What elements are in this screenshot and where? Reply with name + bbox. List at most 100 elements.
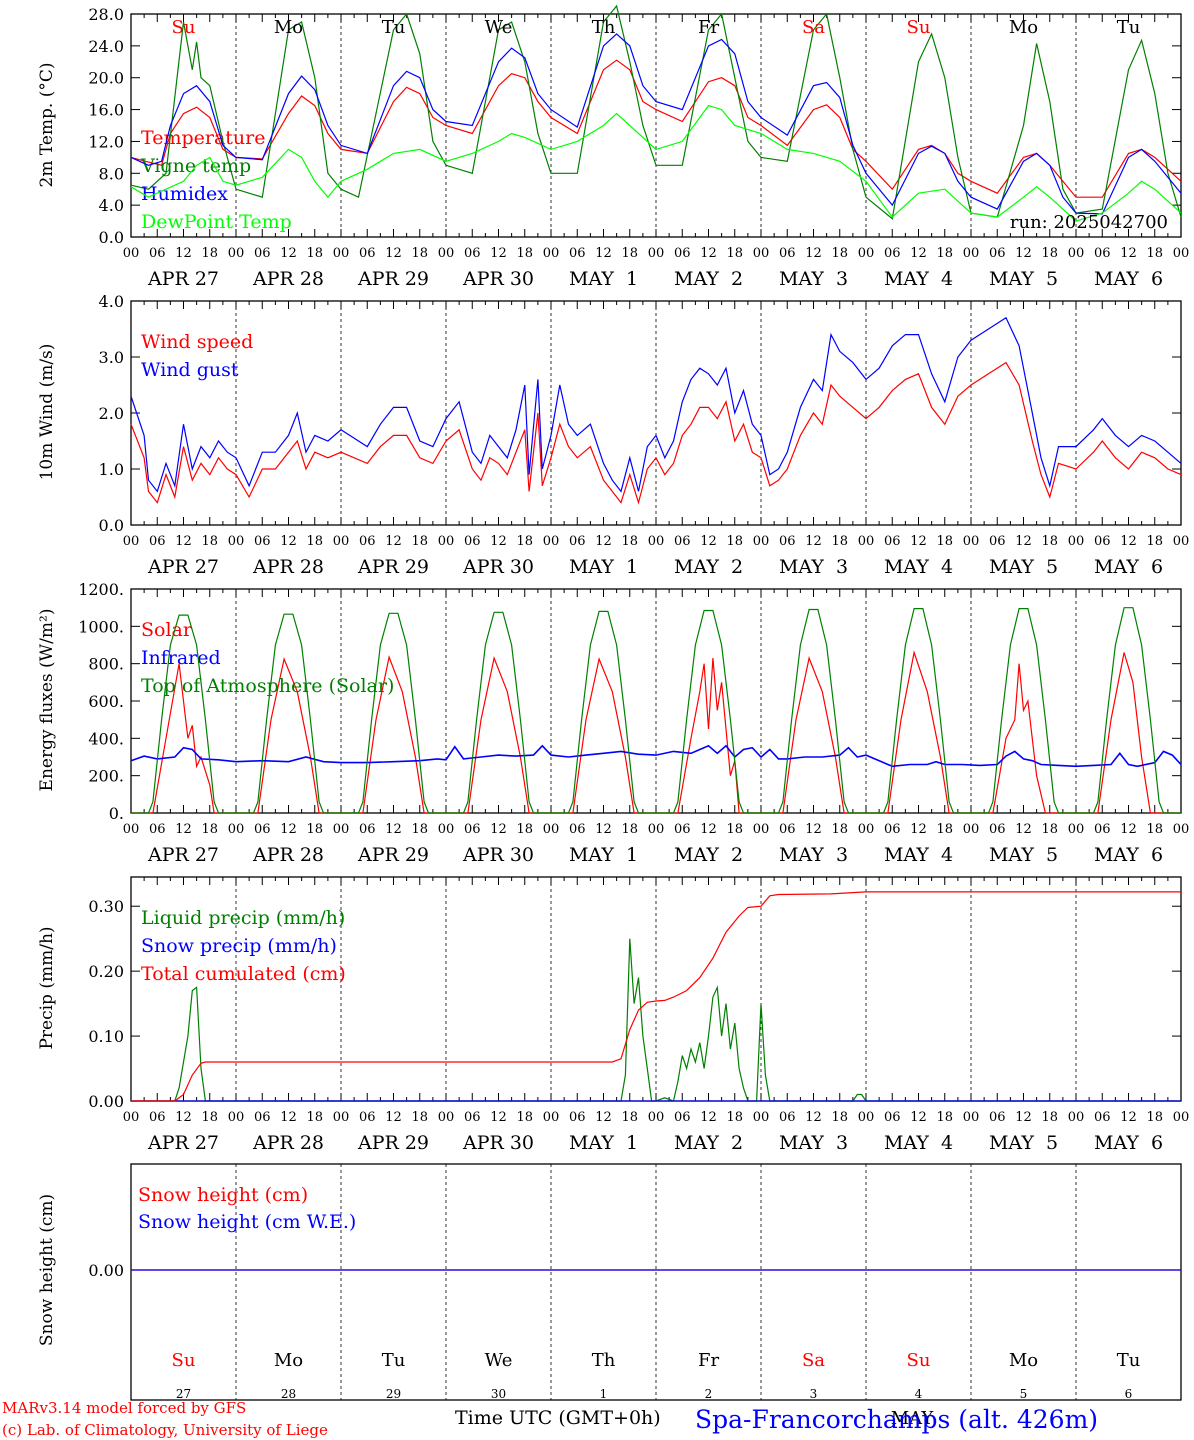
hour-tick-label: 00: [438, 534, 455, 549]
hour-tick-label: 18: [1041, 1110, 1058, 1125]
hour-tick-label: 00: [753, 246, 770, 261]
y-tick-label: 28.0: [88, 5, 124, 24]
hour-tick-label: 00: [543, 246, 560, 261]
y-tick-label: 1.0: [99, 460, 124, 479]
hour-tick-label: 12: [385, 822, 402, 837]
hour-tick-label: 00: [543, 822, 560, 837]
date-label: MAY 2: [674, 844, 743, 866]
y-tick-label: 0.0: [99, 228, 124, 247]
hour-tick-label: 06: [989, 246, 1006, 261]
hour-tick-label: 12: [1120, 1110, 1137, 1125]
station-title: Spa-Francorchamps (alt. 426m): [695, 1405, 1098, 1434]
y-tick-label: 12.0: [88, 132, 124, 151]
day-number-label: 28: [281, 1387, 296, 1401]
hour-tick-label: 18: [726, 822, 743, 837]
hour-tick-label: 06: [674, 1110, 691, 1125]
hour-tick-label: 12: [805, 246, 822, 261]
hour-tick-label: 00: [1173, 246, 1190, 261]
y-tick-label: 2.0: [99, 404, 124, 423]
weekday-label: Mo: [1009, 1350, 1038, 1371]
weekday-label: We: [485, 1350, 513, 1371]
date-label: MAY 6: [1094, 1132, 1163, 1154]
hour-tick-label: 18: [831, 1110, 848, 1125]
hour-tick-label: 06: [569, 1110, 586, 1125]
hour-tick-label: 06: [674, 534, 691, 549]
date-label: APR 30: [462, 268, 534, 290]
hour-tick-label: 00: [123, 246, 140, 261]
hour-tick-label: 12: [1120, 534, 1137, 549]
hour-tick-label: 12: [1015, 1110, 1032, 1125]
lab-credit: (c) Lab. of Climatology, University of L…: [2, 1421, 328, 1439]
hour-tick-label: 12: [805, 1110, 822, 1125]
panel-snow: 0.00 Snow height (cm) Snow height (cm) Snow…: [37, 1163, 1182, 1429]
day-number-label: 1: [600, 1387, 608, 1401]
hour-tick-label: 18: [621, 822, 638, 837]
hour-tick-label: 00: [228, 1110, 245, 1125]
hour-tick-label: 00: [858, 534, 875, 549]
hour-tick-label: 06: [464, 1110, 481, 1125]
weekday-label: Su: [172, 1350, 196, 1371]
hour-tick-label: 18: [936, 246, 953, 261]
hour-tick-label: 00: [648, 246, 665, 261]
hour-tick-label: 06: [359, 1110, 376, 1125]
hour-tick-label: 18: [1041, 534, 1058, 549]
hour-tick-label: 12: [700, 246, 717, 261]
weekday-label: Su: [172, 17, 196, 38]
hour-tick-label: 18: [306, 534, 323, 549]
hour-tick-label: 18: [936, 534, 953, 549]
weekday-label: Tu: [382, 17, 406, 38]
hour-tick-label: 06: [1094, 246, 1111, 261]
hour-tick-label: 00: [648, 1110, 665, 1125]
series-line-wind-0: [130, 361, 1182, 505]
hour-tick-label: 18: [516, 1110, 533, 1125]
legend-entry: Temperature: [141, 127, 265, 149]
hour-tick-label: 12: [1015, 246, 1032, 261]
date-label: MAY 4: [884, 556, 953, 578]
hour-tick-label: 00: [1173, 534, 1190, 549]
hour-tick-label: 18: [411, 822, 428, 837]
hour-tick-label: 00: [543, 1110, 560, 1125]
hour-tick-label: 06: [779, 822, 796, 837]
hour-tick-label: 06: [989, 1110, 1006, 1125]
hour-tick-label: 12: [1015, 534, 1032, 549]
date-label: MAY 1: [569, 1132, 638, 1154]
hour-tick-label: 00: [543, 534, 560, 549]
hour-tick-label: 18: [1146, 1110, 1163, 1125]
date-label: MAY 6: [1094, 844, 1163, 866]
y-tick-label: 4.0: [99, 292, 124, 311]
hour-tick-label: 18: [306, 822, 323, 837]
weekday-label: Sa: [802, 17, 825, 38]
hour-tick-label: 12: [910, 1110, 927, 1125]
weekday-label: Tu: [382, 1350, 406, 1371]
hour-tick-label: 18: [306, 246, 323, 261]
hour-tick-label: 12: [910, 534, 927, 549]
hour-tick-label: 00: [333, 822, 350, 837]
legend-entry: Snow height (cm W.E.): [138, 1211, 356, 1233]
hour-tick-label: 06: [989, 822, 1006, 837]
hour-tick-label: 00: [123, 822, 140, 837]
y-tick-label: 0.: [109, 804, 124, 823]
hour-tick-label: 00: [963, 246, 980, 261]
hour-tick-label: 12: [1120, 246, 1137, 261]
weekday-label: Th: [592, 1350, 616, 1371]
hour-tick-label: 06: [1094, 822, 1111, 837]
hour-tick-label: 06: [779, 1110, 796, 1125]
model-credit: MARv3.14 model forced by GFS: [2, 1399, 246, 1417]
hour-tick-label: 06: [989, 534, 1006, 549]
hour-tick-label: 06: [254, 534, 271, 549]
hour-tick-label: 12: [490, 1110, 507, 1125]
series-line-wind-1: [130, 316, 1182, 493]
weekday-label: Fr: [698, 1350, 719, 1371]
date-label: MAY 5: [989, 556, 1058, 578]
date-label: MAY 3: [779, 556, 848, 578]
hour-tick-label: 18: [1041, 246, 1058, 261]
hour-tick-label: 00: [228, 246, 245, 261]
hour-tick-label: 06: [359, 822, 376, 837]
day-number-label: 29: [386, 1387, 401, 1401]
y-tick-label: 0.20: [88, 962, 124, 981]
hour-tick-label: 18: [1146, 822, 1163, 837]
hour-tick-label: 12: [385, 1110, 402, 1125]
hour-tick-label: 00: [438, 1110, 455, 1125]
y-tick-label: 0.00: [88, 1261, 124, 1280]
